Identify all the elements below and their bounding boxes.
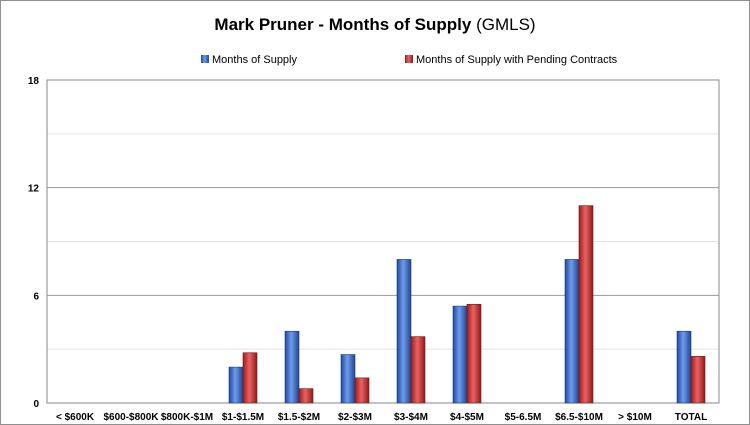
x-tick-label-600-800k: $600-$800K bbox=[103, 412, 159, 423]
bar-months-of-supply-2-3m bbox=[340, 354, 356, 404]
bars bbox=[228, 205, 706, 404]
plot-area bbox=[46, 79, 720, 404]
bar-months-of-supply-with-pending-contracts-6-5-10m bbox=[578, 205, 594, 404]
x-tick-label-6-5-10m: $6.5-$10M bbox=[555, 412, 603, 423]
y-axis: 0 6 12 18 bbox=[28, 76, 40, 410]
chart-title: Mark Pruner - Months of Supply (GMLS) bbox=[214, 15, 535, 34]
y-tick-label: 12 bbox=[28, 184, 40, 195]
bar-months-of-supply-4-5m bbox=[452, 305, 468, 404]
bar-months-of-supply-total bbox=[676, 330, 692, 404]
bar-months-of-supply-with-pending-contracts-1-1-5m bbox=[242, 352, 258, 404]
grid bbox=[47, 133, 719, 350]
x-tick-label-600k: < $600K bbox=[56, 412, 95, 423]
legend-swatch-pending-contracts bbox=[405, 55, 413, 63]
legend-swatch-months-of-supply bbox=[201, 55, 209, 63]
legend-label-months-of-supply: Months of Supply bbox=[212, 54, 297, 66]
legend: Months of Supply Months of Supply with P… bbox=[201, 54, 618, 66]
bar-months-of-supply-with-pending-contracts-3-4m bbox=[410, 336, 426, 404]
bar-months-of-supply-with-pending-contracts-total bbox=[690, 356, 706, 404]
y-tick-label: 0 bbox=[33, 399, 39, 410]
bar-months-of-supply-3-4m bbox=[396, 259, 412, 404]
legend-label-pending-contracts: Months of Supply with Pending Contracts bbox=[416, 54, 618, 66]
y-tick-label: 6 bbox=[33, 291, 39, 302]
x-tick-label-2-3m: $2-$3M bbox=[338, 412, 372, 423]
x-axis: < $600K $600-$800K $800K-$1M $1-$1.5M $1.5-$… bbox=[56, 412, 707, 423]
bar-months-of-supply-with-pending-contracts-2-3m bbox=[354, 377, 370, 404]
x-tick-label-800k-1m: $800K-$1M bbox=[161, 412, 213, 423]
x-tick-label-1-5-2m: $1.5-$2M bbox=[278, 412, 320, 423]
x-tick-label-total: TOTAL bbox=[675, 412, 707, 423]
x-tick-label-3-4m: $3-$4M bbox=[394, 412, 428, 423]
x-tick-label-4-5m: $4-$5M bbox=[450, 412, 484, 423]
x-tick-label-1-1-5m: $1-$1.5M bbox=[222, 412, 264, 423]
bar-months-of-supply-with-pending-contracts-4-5m bbox=[466, 304, 482, 404]
bar-months-of-supply-1-5-2m bbox=[284, 330, 300, 404]
x-tick-label-10m: > $10M bbox=[618, 412, 652, 423]
bar-months-of-supply-1-1-5m bbox=[228, 366, 244, 404]
bar-months-of-supply-6-5-10m bbox=[564, 259, 580, 404]
bar-months-of-supply-with-pending-contracts-1-5-2m bbox=[298, 388, 314, 404]
y-tick-label: 18 bbox=[28, 76, 40, 87]
x-tick-label-5-6-5m: $5-6.5M bbox=[505, 412, 542, 423]
